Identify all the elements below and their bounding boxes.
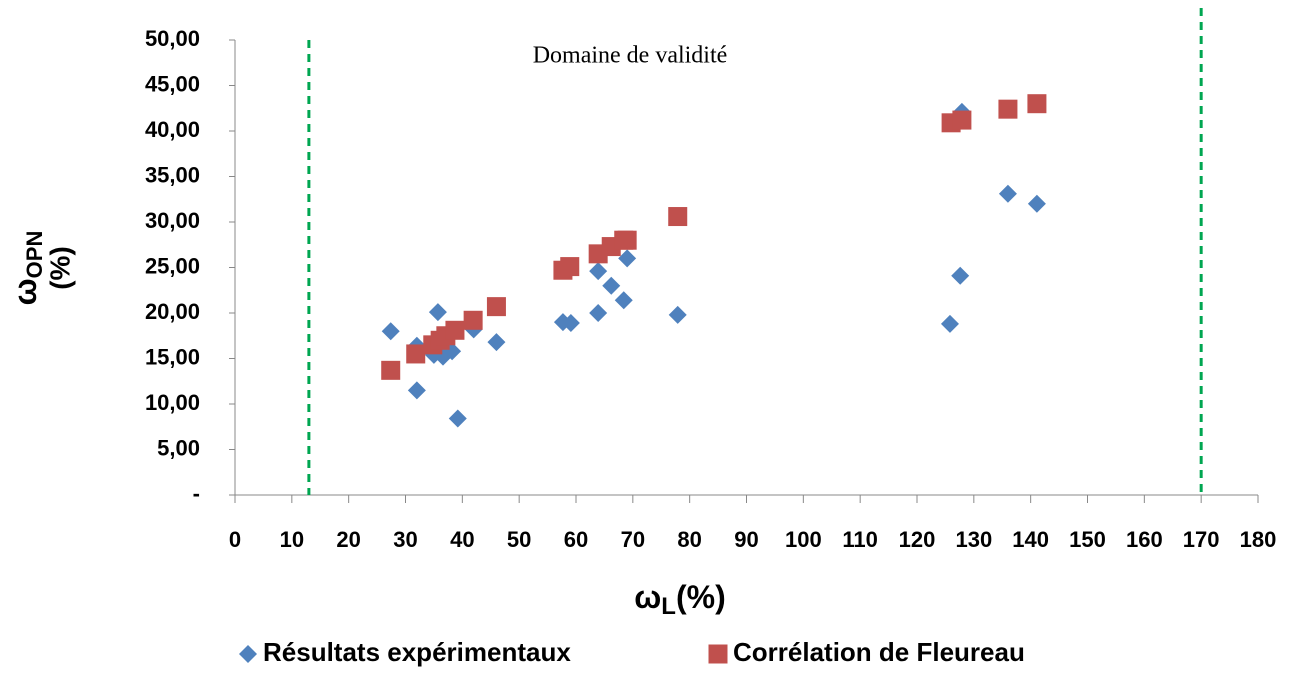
diamond-point: [381, 322, 400, 341]
y-tick-label: 50,00: [145, 26, 200, 51]
x-tick-label: 50: [507, 527, 531, 552]
diamond-point: [1027, 194, 1046, 213]
diamond-point: [487, 333, 506, 352]
diamond-point: [589, 304, 608, 322]
x-tick-label: 170: [1183, 527, 1220, 552]
x-tick-label: 120: [899, 527, 936, 552]
y-tick-label: 45,00: [145, 71, 200, 96]
square-point: [381, 360, 401, 380]
diamond-point: [951, 266, 970, 285]
diamond-point: [668, 305, 687, 324]
y-axis-label: ωOPN (%): [7, 231, 75, 306]
x-axis-label: ωL(%): [634, 579, 725, 620]
x-tick-label: 0: [229, 527, 241, 552]
y-tick-label: 40,00: [145, 117, 200, 142]
square-point: [998, 99, 1018, 119]
legend-label: Corrélation de Fleureau: [733, 637, 1025, 667]
diamond-point: [428, 303, 447, 322]
x-tick-label: 110: [842, 527, 878, 552]
annotation: Domaine de validité: [533, 43, 728, 69]
diamond-point: [589, 262, 608, 281]
x-tick-label: 10: [280, 527, 304, 552]
legend-marker: [239, 645, 257, 663]
x-tick-label: 180: [1240, 527, 1277, 552]
square-point: [486, 297, 506, 317]
x-tick-label: 60: [564, 527, 588, 552]
diamond-point: [614, 291, 633, 310]
diamond-point: [602, 276, 621, 295]
x-tick-label: 40: [450, 527, 474, 552]
square-point: [406, 344, 426, 364]
y-tick-label: 20,00: [145, 299, 200, 324]
square-point: [560, 257, 580, 277]
diamond-point: [998, 184, 1017, 203]
y-label-unit: (%): [44, 246, 75, 290]
y-tick-label: 10,00: [145, 390, 200, 415]
x-tick-label: 140: [1012, 527, 1049, 552]
y-label-subscript: OPN: [22, 231, 47, 279]
x-tick-label: 100: [785, 527, 822, 552]
x-tick-label: 130: [955, 527, 992, 552]
square-point: [1027, 94, 1047, 114]
y-tick-label: 5,00: [157, 435, 200, 460]
y-label-symbol: ω: [7, 278, 43, 305]
legend-label: Résultats expérimentaux: [263, 637, 571, 667]
y-label-main: ωOPN: [7, 231, 46, 306]
square-point: [617, 230, 637, 250]
square-point: [445, 320, 465, 340]
legend-marker: [708, 644, 728, 664]
y-tick-label: -: [193, 481, 200, 506]
x-tick-label: 160: [1126, 527, 1163, 552]
diamond-point: [940, 314, 959, 333]
x-tick-label: 80: [677, 527, 701, 552]
y-tick-label: 30,00: [145, 208, 200, 233]
diamond-point: [448, 409, 467, 428]
x-tick-label: 20: [336, 527, 360, 552]
x-tick-label: 90: [734, 527, 758, 552]
square-point: [668, 207, 688, 227]
y-tick-label: 25,00: [145, 253, 200, 278]
x-tick-label: 30: [393, 527, 417, 552]
x-tick-label: 70: [621, 527, 645, 552]
x-label-subscript: L: [661, 593, 676, 620]
x-label-unit: (%): [676, 579, 726, 615]
diamond-point: [561, 314, 580, 333]
diamond-point: [618, 249, 637, 268]
y-tick-label: 35,00: [145, 162, 200, 187]
diamond-point: [407, 381, 426, 400]
x-tick-label: 150: [1069, 527, 1106, 552]
square-point: [463, 310, 483, 330]
y-tick-label: 15,00: [145, 344, 200, 369]
square-point: [952, 110, 972, 130]
x-label-symbol: ω: [634, 579, 661, 615]
